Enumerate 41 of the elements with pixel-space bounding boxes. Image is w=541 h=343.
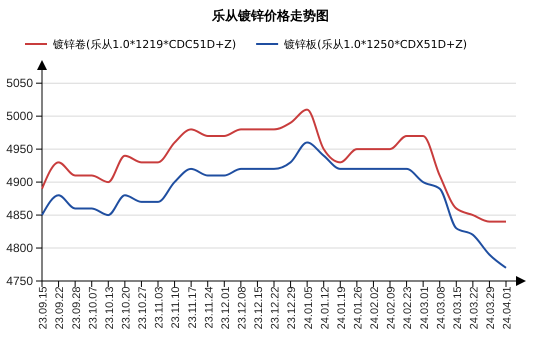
y-tick-label: 4850 [6,208,34,222]
x-tick-label: 23.12.01 [220,286,232,330]
x-tick-label: 23.11.10 [170,286,182,329]
x-tick-label: 24.03.22 [468,286,480,330]
x-tick-label: 23.09.28 [70,286,83,330]
x-tick-label: 23.09.22 [54,286,66,330]
x-tick-label: 23.11.17 [186,286,199,329]
x-tick-label: 23.11.03 [154,286,166,329]
x-tick-label: 23.09.15 [38,286,50,330]
y-tick-label: 4750 [6,274,34,288]
x-tick-label: 23.10.20 [120,286,132,330]
y-tick-label: 4900 [6,174,34,189]
x-tick-label: 23.11.24 [203,286,216,329]
x-tick-label: 23.10.13 [104,286,116,330]
legend-label: 镀锌板(乐从1.0*1250*CDX51D+Z) [283,38,468,51]
x-tick-label: 23.10.27 [137,286,150,330]
chart-title: 乐从镀锌价格走势图 [211,8,329,24]
x-tick-label: 24.03.01 [418,286,431,330]
y-tick-label: 4950 [6,142,34,156]
x-tick-label: 23.12.22 [270,286,282,330]
x-tick-label: 23.12.08 [236,286,248,330]
x-tick-label: 24.04.01 [502,286,514,330]
legend-label: 镀锌卷(乐从1.0*1219*CDC51D+Z) [52,38,236,51]
y-tick-label: 5050 [6,76,34,90]
x-tick-label: 24.03.08 [435,286,448,330]
x-tick-label: 23.12.29 [286,286,298,330]
x-tick-label: 24.02.09 [386,286,398,330]
line-series [41,108,507,223]
x-tick-label: 24.01.26 [352,286,364,330]
y-tick-label: 4800 [6,240,34,255]
x-tick-label: 24.01.05 [302,286,315,330]
line-series [41,142,507,269]
x-tick-label: 24.02.02 [369,286,382,330]
x-tick-label: 23.12.15 [253,286,266,330]
x-tick-label: 24.01.19 [336,286,348,330]
x-tick-label: 24.02.23 [402,286,414,330]
y-tick-label: 5000 [6,108,34,123]
x-tick-label: 23.10.07 [87,286,100,330]
x-tick-label: 24.03.29 [485,286,498,330]
x-tick-label: 24.03.15 [452,286,464,330]
x-tick-label: 24.01.12 [319,286,332,330]
